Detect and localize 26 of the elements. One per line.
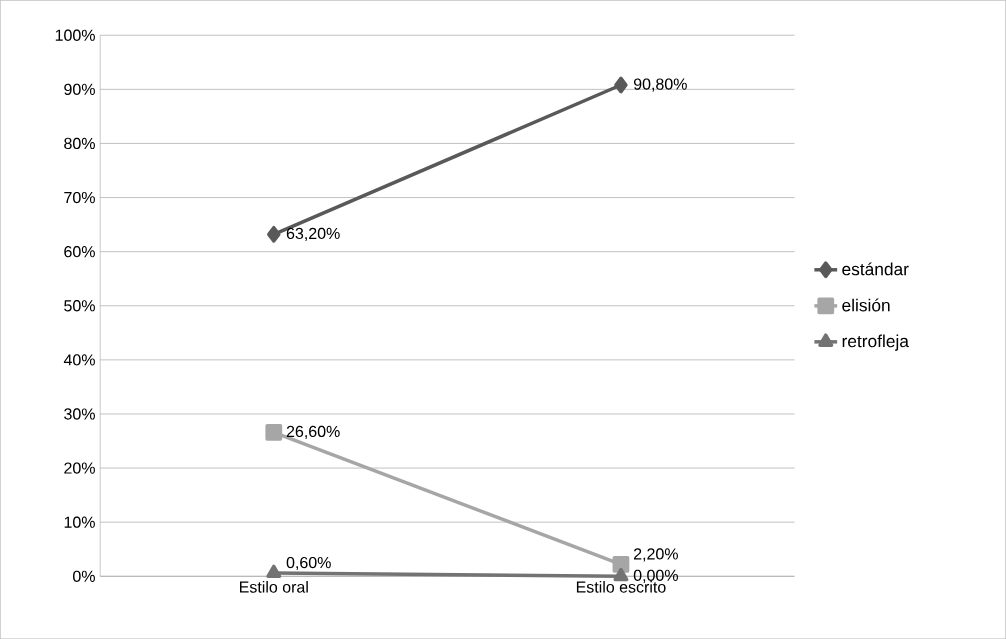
- point: [267, 225, 281, 243]
- y-tick-label: 30%: [64, 408, 95, 420]
- legend-label: estándar: [842, 262, 909, 276]
- y-tick-label: 0%: [73, 570, 95, 582]
- point: [612, 555, 630, 573]
- point: [614, 76, 628, 94]
- legend-label: elisión: [842, 298, 890, 312]
- x-tick-label: Estilo oral: [240, 580, 308, 593]
- y-tick-label: 50%: [64, 300, 95, 312]
- data-label: 2,20%: [634, 548, 678, 562]
- y-tick-label: 100%: [55, 29, 95, 41]
- legend-label: retrofleja: [842, 334, 909, 351]
- data-label: 0,60%: [286, 556, 331, 571]
- point: [265, 423, 283, 441]
- y-tick-label: 40%: [63, 354, 95, 366]
- data-label: 26,60%: [286, 425, 340, 439]
- y-tick-label: 90%: [64, 83, 95, 95]
- data-label: 63,20%: [286, 227, 340, 241]
- y-tick-label: 80%: [64, 137, 95, 150]
- y-tick-label: 60%: [64, 245, 95, 258]
- y-tick-label: 10%: [64, 516, 95, 528]
- data-label: 90,80%: [633, 78, 687, 92]
- y-tick-label: 70%: [64, 191, 95, 204]
- y-tick-label: 20%: [64, 462, 95, 474]
- data-label: 0,00%: [633, 569, 678, 583]
- x-tick-label: Estilo escrito: [576, 580, 666, 593]
